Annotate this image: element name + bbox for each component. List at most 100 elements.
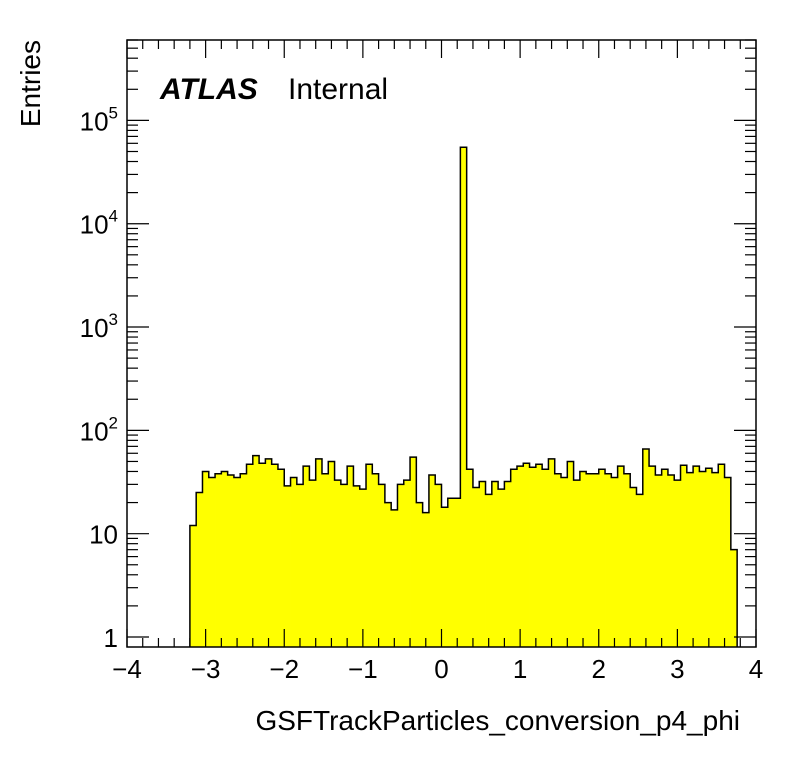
histogram-bar — [705, 468, 713, 647]
x-axis-ticks — [126, 40, 757, 647]
histogram-bar — [196, 492, 203, 647]
histogram-bar — [711, 472, 719, 647]
histogram-bar — [617, 466, 625, 647]
histogram-bar — [636, 494, 644, 647]
histogram-bar — [554, 473, 562, 647]
histogram-bar — [284, 485, 291, 647]
y-tick-label: 102 — [80, 413, 118, 446]
histogram-bar — [265, 458, 273, 647]
histogram-bar — [491, 481, 499, 647]
y-tick-label: 105 — [80, 103, 118, 136]
x-tick-label: −3 — [191, 654, 221, 684]
y-axis-ticks — [127, 39, 756, 638]
y-tick-label: 104 — [80, 207, 118, 240]
histogram-bar — [378, 484, 386, 647]
histogram-bar — [529, 467, 537, 647]
histogram-bar — [724, 477, 732, 647]
histogram-bar — [227, 474, 235, 647]
histogram-bar — [592, 473, 600, 647]
histogram-bar — [334, 480, 342, 647]
histogram-bar — [686, 472, 694, 647]
histogram-bar — [693, 466, 700, 647]
histogram-bar — [516, 466, 524, 647]
histogram-bar — [290, 477, 298, 647]
histogram-bar — [623, 473, 631, 647]
histogram-bar — [699, 471, 707, 647]
histogram-bar — [548, 458, 556, 647]
histogram-bar — [667, 474, 675, 647]
histogram-bar — [630, 487, 637, 647]
histogram-bar — [674, 480, 681, 647]
histogram-bar — [252, 455, 260, 647]
histogram-bar — [498, 489, 505, 647]
histogram-bar — [403, 480, 411, 647]
histogram-bar — [410, 457, 417, 647]
histogram-bar — [296, 484, 304, 647]
x-axis-title: GSFTrackParticles_conversion_p4_phi — [255, 705, 740, 736]
histogram-bar — [504, 481, 512, 647]
histogram-bar — [221, 471, 229, 647]
histogram-bar — [642, 448, 650, 647]
histogram-bar — [428, 474, 436, 647]
histogram-bar — [573, 480, 581, 647]
histogram-bar — [561, 477, 568, 647]
histogram-bar — [510, 469, 518, 647]
histogram-bar — [435, 484, 442, 647]
histogram-bar — [523, 463, 530, 647]
histogram-bar — [321, 473, 329, 647]
histogram-bar — [202, 471, 210, 647]
histogram-bar — [485, 494, 493, 647]
histogram-bar — [366, 464, 373, 647]
histogram-bar — [277, 469, 285, 647]
histogram-bar — [391, 509, 398, 647]
x-tick-label: 4 — [749, 654, 763, 684]
x-tick-label: 0 — [434, 654, 448, 684]
y-tick-label: 103 — [80, 310, 118, 343]
atlas-label: ATLAS — [159, 73, 258, 106]
histogram-bar — [460, 147, 468, 648]
x-tick-label: 3 — [670, 654, 684, 684]
x-tick-label: −4 — [112, 654, 142, 684]
histogram-bar — [353, 485, 361, 647]
histogram-bar — [567, 461, 574, 647]
histogram-bar — [655, 474, 663, 647]
histogram-bar — [384, 502, 392, 647]
histogram-bar — [246, 464, 254, 647]
histogram-bar — [233, 477, 241, 647]
histogram-bar — [328, 461, 335, 647]
x-tick-label: −2 — [269, 654, 299, 684]
x-tick-label: −1 — [348, 654, 378, 684]
histogram-bar — [347, 466, 354, 647]
histogram-bar — [397, 484, 405, 647]
histogram-bar — [611, 477, 619, 647]
histogram-bar — [309, 480, 317, 647]
histogram-bar — [586, 473, 593, 647]
x-tick-label: 1 — [513, 654, 527, 684]
x-tick-label: 2 — [592, 654, 606, 684]
histogram-bar — [649, 466, 656, 647]
y-tick-label: 1 — [104, 623, 118, 653]
histogram-bar — [730, 549, 738, 647]
histogram-bar — [441, 507, 449, 647]
histogram-bar — [661, 469, 669, 647]
internal-label: Internal — [288, 73, 388, 106]
histogram-bar — [579, 471, 587, 647]
histogram-bar — [315, 458, 323, 647]
histogram-bar — [605, 473, 612, 647]
y-axis-title: Entries — [15, 40, 46, 127]
histogram-bar — [454, 498, 461, 647]
histogram-bar — [466, 469, 474, 647]
histogram-bar — [718, 464, 725, 647]
histogram-bar — [422, 512, 430, 647]
histogram-bar — [472, 487, 480, 647]
histogram-bar — [189, 525, 197, 647]
histogram-bar — [372, 473, 379, 647]
histogram-bar — [447, 498, 455, 647]
histogram-bar — [479, 481, 486, 647]
histogram-outline — [189, 146, 738, 647]
y-tick-label: 10 — [89, 520, 118, 550]
histogram-bar — [271, 464, 279, 647]
histogram-bar — [416, 502, 424, 647]
histogram-bar — [303, 466, 310, 647]
